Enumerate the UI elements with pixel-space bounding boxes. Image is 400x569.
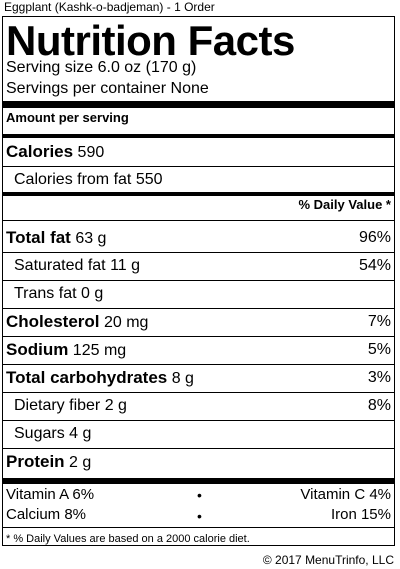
nutrient-daily-value: 5% bbox=[367, 341, 391, 358]
calories-value: 590 bbox=[77, 144, 105, 161]
nutrient-name: Cholesterol bbox=[6, 312, 100, 331]
nutrient-row-total-carbohydrates: Total carbohydrates 8 g 3% bbox=[3, 364, 394, 392]
nutrient-amount: 125 mg bbox=[72, 342, 127, 359]
daily-value-header: % Daily Value * bbox=[298, 197, 392, 212]
nutrient-daily-value: 7% bbox=[367, 313, 391, 330]
nutrient-amount: 2 g bbox=[104, 397, 127, 414]
nutrient-amount: 63 g bbox=[75, 230, 107, 247]
calories-row: Calories 590 bbox=[3, 138, 394, 166]
row-divider bbox=[3, 527, 394, 528]
nutrient-row-trans-fat: Trans fat 0 g bbox=[3, 280, 394, 308]
thick-divider bbox=[3, 478, 394, 484]
item-title: Eggplant (Kashk-o-badjeman) - 1 Order bbox=[4, 0, 215, 14]
nutrient-name: Trans fat bbox=[14, 285, 77, 302]
row-divider bbox=[3, 166, 394, 167]
nutrient-name: Dietary fiber bbox=[14, 397, 101, 414]
row-divider bbox=[3, 336, 394, 337]
medium-divider bbox=[3, 192, 394, 196]
servings-per-container: Servings per container None bbox=[6, 80, 209, 97]
vitamin-a: Vitamin A 6% bbox=[6, 486, 95, 503]
row-divider bbox=[3, 252, 394, 253]
nutrient-amount: 2 g bbox=[69, 454, 92, 471]
nutrient-daily-value: 96% bbox=[358, 229, 391, 246]
nutrient-name: Total fat bbox=[6, 228, 71, 247]
nutrient-name: Sugars bbox=[14, 425, 65, 442]
nutrient-name: Total carbohydrates bbox=[6, 368, 168, 387]
nutrient-row-sodium: Sodium 125 mg 5% bbox=[3, 336, 394, 364]
calories-from-fat-row: Calories from fat 550 bbox=[3, 166, 394, 194]
nutrient-amount: 4 g bbox=[69, 425, 92, 442]
nutrient-daily-value: 8% bbox=[367, 397, 391, 414]
nutrient-name: Saturated fat bbox=[14, 257, 106, 274]
thick-divider bbox=[3, 101, 394, 108]
nutrient-row-sugars: Sugars 4 g bbox=[3, 420, 394, 448]
label-title: Nutrition Facts bbox=[6, 17, 295, 64]
nutrient-row-protein: Protein 2 g bbox=[3, 448, 394, 476]
nutrient-amount: 20 mg bbox=[103, 314, 149, 331]
amount-per-serving: Amount per serving bbox=[6, 110, 129, 125]
calcium: Calcium 8% bbox=[6, 506, 87, 523]
nutrient-row-cholesterol: Cholesterol 20 mg 7% bbox=[3, 308, 394, 336]
calories-from-fat: Calories from fat 550 bbox=[14, 171, 163, 188]
nutrient-name: Sodium bbox=[6, 340, 69, 359]
nutrient-amount: 0 g bbox=[81, 285, 104, 302]
row-divider bbox=[3, 220, 394, 221]
nutrient-row-saturated-fat: Saturated fat 11 g 54% bbox=[3, 252, 394, 280]
footnote: * % Daily Values are based on a 2000 cal… bbox=[6, 533, 250, 545]
bullet-icon: • bbox=[197, 487, 202, 503]
vitamin-c: Vitamin C 4% bbox=[300, 486, 391, 503]
nutrient-daily-value: 3% bbox=[367, 369, 391, 386]
row-divider bbox=[3, 420, 394, 421]
bullet-icon: • bbox=[197, 508, 202, 524]
nutrient-name: Protein bbox=[6, 452, 65, 471]
row-divider bbox=[3, 364, 394, 365]
medium-divider bbox=[3, 134, 394, 138]
nutrition-label: Nutrition Facts Serving size 6.0 oz (170… bbox=[2, 16, 395, 546]
nutrient-amount: 11 g bbox=[110, 257, 141, 274]
nutrient-row-total-fat: Total fat 63 g 96% bbox=[3, 224, 394, 252]
nutrient-row-dietary-fiber: Dietary fiber 2 g 8% bbox=[3, 392, 394, 420]
row-divider bbox=[3, 308, 394, 309]
iron: Iron 15% bbox=[330, 506, 391, 523]
row-divider bbox=[3, 448, 394, 449]
copyright: © 2017 MenuTrinfo, LLC bbox=[262, 553, 394, 567]
nutrient-daily-value: 54% bbox=[358, 257, 391, 274]
nutrient-amount: 8 g bbox=[171, 370, 194, 387]
row-divider bbox=[3, 392, 394, 393]
calories-label: Calories bbox=[6, 142, 74, 161]
serving-size: Serving size 6.0 oz (170 g) bbox=[6, 59, 197, 76]
row-divider bbox=[3, 280, 394, 281]
